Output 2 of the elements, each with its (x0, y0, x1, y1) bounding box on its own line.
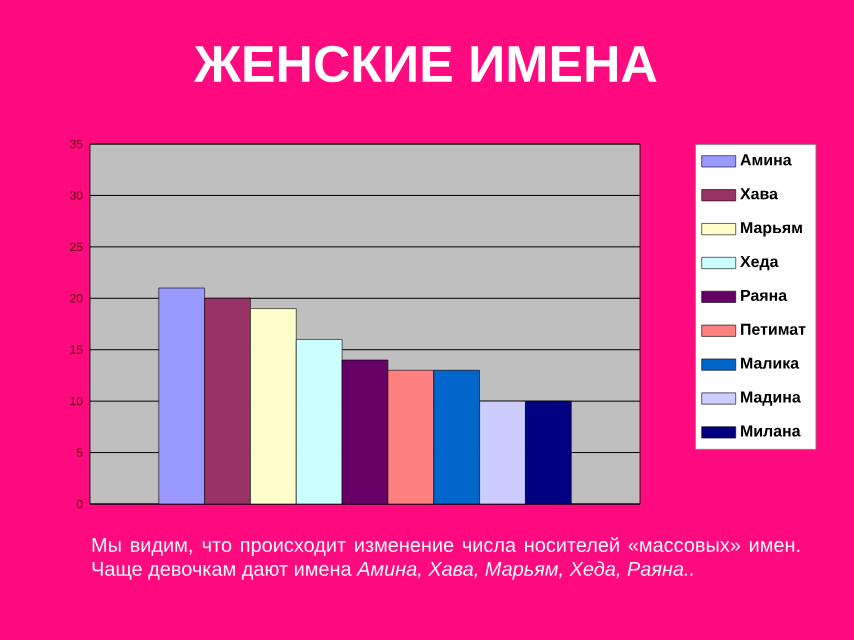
text: Мы видим, что происходит изменение числа носителей «массовых» имен. Чаще девочкам дают имена Амина, Хава, Марьям, Хеда, Раяна.. (92, 537, 800, 580)
chart-title: ЖЕНСКИЕ ИМЕНА (193, 45, 657, 83)
